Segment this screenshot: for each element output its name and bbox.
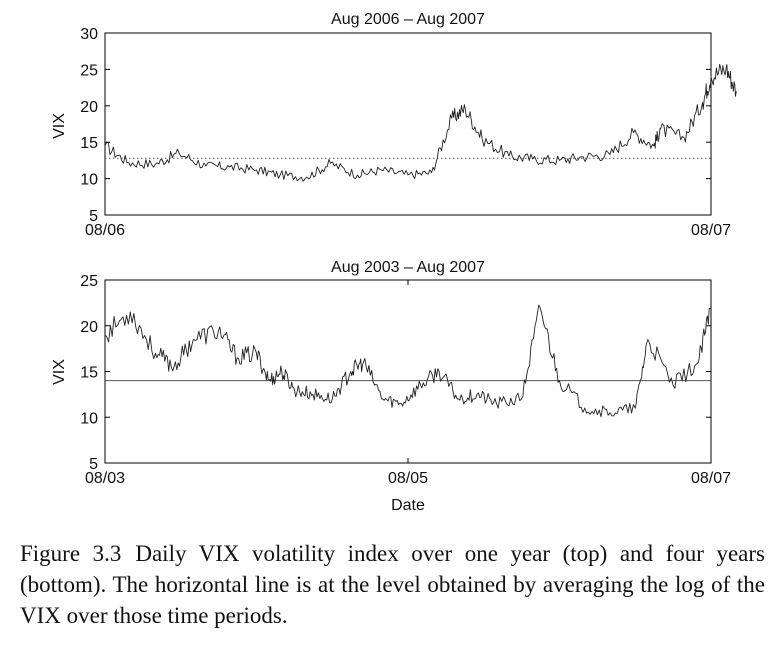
top-series-group: [104, 63, 737, 182]
bottom-series-group: [104, 304, 712, 418]
y-tick-label: 15: [80, 135, 98, 152]
bottom-y-ticks: 5 10 15 20 25: [80, 273, 711, 473]
x-tick-label: 08/07: [691, 222, 731, 239]
caption-text: Daily VIX volatility index over one year…: [20, 541, 765, 628]
top-x-ticks: 08/06 08/07: [85, 33, 731, 239]
bottom-y-axis-label: VIX: [51, 359, 68, 385]
bottom-x-ticks: 08/03 08/05 08/07: [85, 280, 731, 487]
y-tick-label: 15: [80, 365, 98, 382]
y-tick-label: 5: [89, 456, 98, 473]
bottom-plot-frame: [104, 279, 712, 464]
x-tick-label: 08/03: [85, 470, 125, 487]
vix-series-line: [104, 63, 737, 182]
vix-series-line: [104, 304, 712, 418]
y-tick-label: 30: [80, 26, 98, 43]
top-y-ticks: 5 10 15 20 25 30: [80, 26, 711, 225]
y-tick-label: 25: [80, 62, 98, 79]
bottom-chart-title: Aug 2003 – Aug 2007: [331, 259, 485, 276]
figure: Aug 2006 – Aug 2007 VIX 5 10 15 20 25 30 08/0…: [51, 11, 737, 514]
top-plot-frame: [104, 32, 712, 216]
y-tick-label: 20: [80, 319, 98, 336]
y-tick-label: 10: [80, 410, 98, 427]
x-tick-label: 08/07: [691, 470, 731, 487]
top-chart-title: Aug 2006 – Aug 2007: [331, 11, 485, 28]
y-tick-label: 20: [80, 99, 98, 116]
top-panel: Aug 2006 – Aug 2007 VIX 5 10 15 20 25 30 08/0…: [51, 11, 737, 239]
y-tick-label: 10: [80, 172, 98, 189]
bottom-x-axis-label: Date: [391, 497, 425, 514]
y-tick-label: 25: [80, 273, 98, 290]
figure-caption: Figure 3.3 Daily VIX volatility index ove…: [20, 538, 765, 631]
x-tick-label: 08/05: [388, 470, 428, 487]
top-y-axis-label: VIX: [51, 113, 68, 139]
x-tick-label: 08/06: [85, 222, 125, 239]
y-tick-label: 5: [89, 208, 98, 225]
figure-label: Figure 3.3: [20, 541, 122, 566]
